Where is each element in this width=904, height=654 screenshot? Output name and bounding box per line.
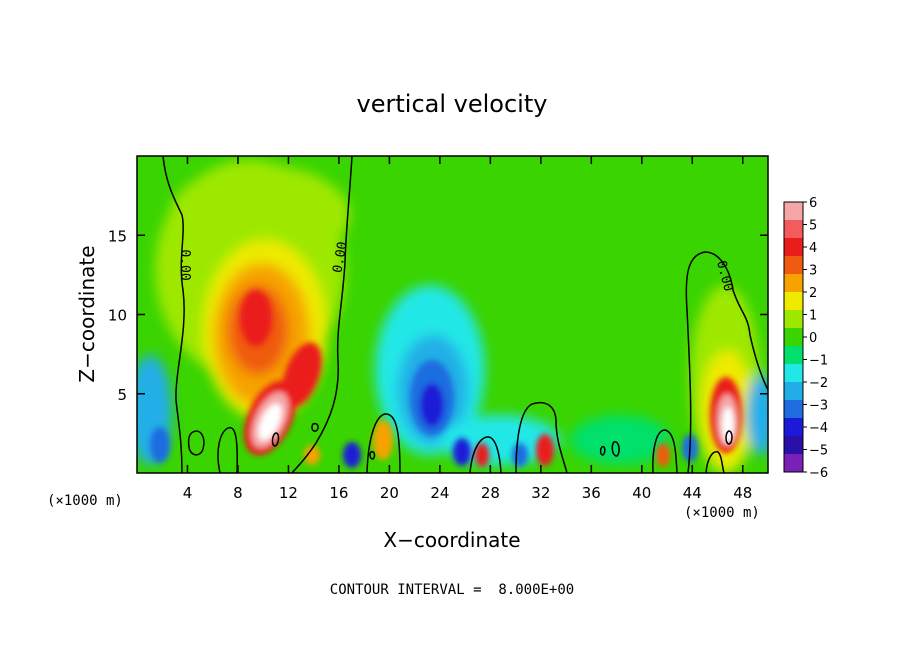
orange-blob-b	[304, 445, 320, 465]
colorbar-label-1: 5	[809, 219, 817, 234]
contour-interval-note: CONTOUR INTERVAL = 8.000E+00	[330, 582, 574, 598]
contour-blob-8	[311, 422, 319, 432]
colorbar: 6 5 4 3 2 1 0 −1 −2 −3 −4 −5 −6	[783, 196, 828, 481]
contour-blob-11	[369, 450, 376, 460]
x-tick-label-9: 40	[632, 484, 651, 502]
x-tick-label-4: 20	[380, 484, 399, 502]
plot-area: 0.00 0.00 0.00	[137, 156, 768, 473]
contour-core-1	[271, 432, 280, 447]
colorbar-label-10: −4	[809, 421, 828, 436]
x-tick-label-7: 32	[531, 484, 550, 502]
x-tick-label-1: 8	[233, 484, 243, 502]
contour-blob-10	[611, 441, 620, 457]
contour-blob-2	[217, 426, 238, 473]
orange-blob	[373, 420, 393, 460]
colorbar-label-2: 4	[809, 241, 817, 256]
y-tick-label-0: 5	[117, 386, 127, 404]
colorbar-segment-11	[784, 400, 803, 419]
blue-blob-c	[512, 443, 528, 467]
x-tick-label-0: 4	[183, 484, 193, 502]
contour-blob-1	[187, 430, 205, 456]
x-axis: 4 8 12 16 20 24 28 32 36 40 44 48	[183, 156, 752, 502]
red-blob-c	[656, 443, 670, 467]
colorbar-label-4: 2	[809, 286, 817, 301]
zero-contours	[162, 156, 768, 473]
x-tick-label-3: 16	[329, 484, 348, 502]
colorbar-segment-10	[784, 382, 803, 401]
colorbar-segment-0	[784, 202, 803, 221]
x-unit-right: (×1000 m)	[684, 505, 760, 521]
x-tick-label-8: 36	[582, 484, 601, 502]
colorbar-label-5: 1	[809, 309, 817, 324]
colorbar-label-6: 0	[809, 331, 817, 346]
contour-blob-7	[705, 451, 725, 473]
right-edge-downdraft	[746, 375, 768, 455]
zero-contour-right	[685, 251, 768, 473]
contour-blob-3	[366, 413, 401, 473]
colorbar-segment-12	[784, 418, 803, 437]
colorbar-label-8: −2	[809, 376, 828, 391]
x-unit-left: (×1000 m)	[47, 493, 123, 509]
colorbar-segment-3	[784, 256, 803, 275]
colorbar-segment-2	[784, 238, 803, 257]
colorbar-label-9: −3	[809, 399, 828, 414]
contour-blob-6	[652, 429, 678, 473]
colorbar-segment-4	[784, 274, 803, 293]
colorbar-label-11: −5	[809, 444, 828, 459]
colorbar-segment-7	[784, 328, 803, 347]
blue-blob-a	[343, 442, 361, 468]
velocity-cores	[150, 290, 742, 468]
colorbar-segment-1	[784, 220, 803, 239]
upper-red-core	[240, 290, 272, 346]
chart-title: vertical velocity	[357, 90, 548, 118]
x-tick-label-5: 24	[430, 484, 449, 502]
colorbar-segment-6	[784, 310, 803, 329]
contour-blob-9	[599, 445, 606, 456]
colorbar-label-3: 3	[809, 264, 817, 279]
colorbar-segment-13	[784, 436, 803, 455]
colorbar-label-12: −6	[809, 466, 828, 481]
red-blob-b	[475, 443, 489, 467]
x-tick-label-2: 12	[279, 484, 298, 502]
contour-blob-5	[515, 401, 568, 473]
colorbar-label-7: −1	[809, 354, 828, 369]
contour-label-left: 0.00	[177, 249, 192, 280]
zero-contour-left	[162, 156, 185, 473]
x-tick-label-11: 48	[733, 484, 752, 502]
colorbar-segment-9	[784, 364, 803, 383]
central-deepblue-core	[420, 383, 444, 427]
colorbar-segment-8	[784, 346, 803, 365]
y-axis: 5 10 15	[108, 227, 768, 404]
red-blob-a	[536, 434, 554, 466]
y-tick-label-1: 10	[108, 307, 127, 325]
contour-core-2	[725, 430, 733, 445]
x-tick-label-6: 28	[481, 484, 500, 502]
blue-blob-b	[453, 438, 471, 466]
blue-blob-e	[150, 427, 170, 463]
y-tick-label-2: 15	[108, 227, 127, 245]
colorbar-label-0: 6	[809, 196, 817, 211]
zero-contour-center	[291, 156, 353, 473]
contour-label-center: 0.00	[330, 241, 350, 274]
cyan-band-right	[570, 415, 670, 465]
main-white-core	[258, 403, 282, 441]
x-tick-label-10: 44	[683, 484, 702, 502]
x-axis-label: X−coordinate	[383, 528, 520, 552]
colorbar-segment-5	[784, 292, 803, 311]
y-axis-label: Z−coordinate	[75, 245, 99, 382]
colorbar-segment-14	[784, 454, 803, 473]
upper-outflow	[170, 165, 350, 265]
contour-blob-4	[469, 436, 502, 473]
